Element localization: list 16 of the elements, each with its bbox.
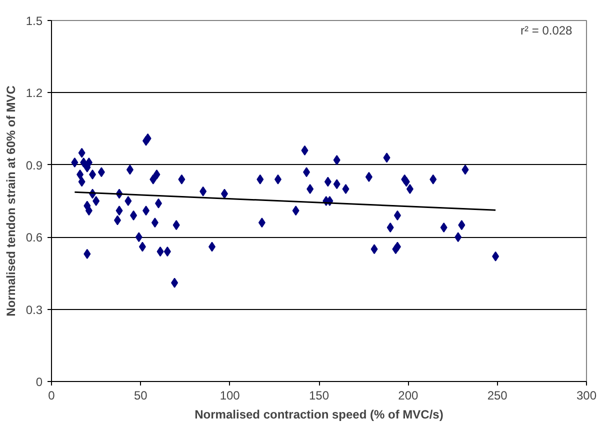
- x-tick-label: 300: [576, 388, 597, 402]
- x-tick-label: 0: [48, 388, 56, 402]
- annotation: r² = 0.028: [520, 23, 573, 38]
- x-tick-label: 50: [134, 388, 148, 402]
- y-tick-label: 0: [36, 375, 43, 389]
- x-axis-title: Normalised contraction speed (% of MVC/s): [194, 408, 444, 422]
- x-tick-label: 200: [398, 388, 419, 402]
- x-tick-label: 150: [308, 388, 330, 402]
- y-axis-title: Normalised tendon strain at 60% of MVC: [4, 85, 18, 316]
- y-tick-label: 0.9: [26, 158, 43, 172]
- y-tick-label: 1.2: [26, 86, 43, 100]
- x-tick-label: 250: [487, 388, 508, 402]
- y-tick-label: 0.3: [26, 302, 43, 317]
- y-tick-label: 1.5: [26, 14, 43, 28]
- y-tick-label: 0.6: [26, 230, 43, 245]
- x-tick-label: 100: [220, 388, 240, 402]
